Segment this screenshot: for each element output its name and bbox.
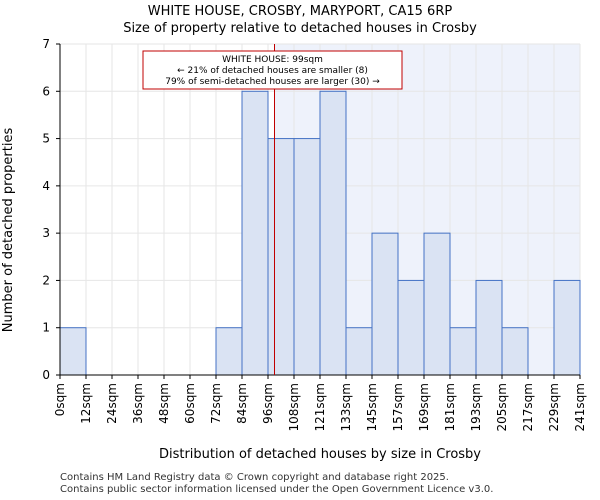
x-tick-label: 96sqm	[261, 383, 275, 424]
chart-subtitle: Size of property relative to detached ho…	[123, 21, 477, 36]
y-tick-label: 2	[42, 273, 50, 287]
x-tick-label: 84sqm	[235, 383, 249, 424]
x-tick-label: 205sqm	[495, 383, 509, 431]
histogram-bar	[319, 90, 347, 376]
x-tick-label: 24sqm	[105, 383, 119, 424]
x-tick-label: 48sqm	[157, 383, 171, 424]
y-axis-label: Number of detached properties	[1, 128, 16, 333]
histogram-bar	[397, 279, 425, 376]
histogram-bar	[449, 327, 477, 376]
histogram-bar	[475, 279, 503, 376]
histogram-bar	[553, 279, 581, 376]
footer-copyright: Contains HM Land Registry data © Crown c…	[60, 472, 449, 483]
x-tick-label: 145sqm	[365, 383, 379, 431]
annotation-smaller: ← 21% of detached houses are smaller (8)	[177, 66, 368, 76]
y-tick-label: 3	[42, 226, 50, 240]
x-tick-label: 169sqm	[417, 383, 431, 431]
x-tick-label: 217sqm	[521, 383, 535, 431]
x-tick-label: 60sqm	[183, 383, 197, 424]
y-tick-label: 5	[42, 132, 50, 146]
y-tick-label: 7	[42, 37, 50, 51]
chart-title: WHITE HOUSE, CROSBY, MARYPORT, CA15 6RP	[148, 4, 453, 19]
annotation-larger: 79% of semi-detached houses are larger (…	[165, 77, 380, 87]
x-tick-label: 193sqm	[469, 383, 483, 431]
histogram-bar	[293, 138, 321, 376]
x-tick-label: 157sqm	[391, 383, 405, 431]
histogram-bar	[423, 232, 451, 376]
annotation-title: WHITE HOUSE: 99sqm	[222, 55, 323, 65]
histogram-bar	[241, 90, 269, 376]
x-tick-label: 229sqm	[547, 383, 561, 431]
y-tick-label: 6	[42, 84, 50, 98]
x-tick-label: 108sqm	[287, 383, 301, 431]
x-tick-label: 0sqm	[53, 383, 67, 416]
x-axis-label: Distribution of detached houses by size …	[159, 447, 481, 462]
x-tick-label: 181sqm	[443, 383, 457, 431]
x-tick-label: 133sqm	[339, 383, 353, 431]
histogram-bar	[345, 327, 373, 376]
histogram-bar	[267, 138, 295, 376]
plot-area: 0 1 2 3 4 5 6 7 0sqm 12sqm 24sqm 36sqm 48sqm 60sqm 72s…	[42, 37, 587, 431]
annotation-box	[142, 50, 403, 90]
histogram-bar	[371, 232, 399, 376]
histogram-bar	[501, 327, 529, 376]
histogram-bar	[59, 327, 87, 376]
histogram-bar	[215, 327, 243, 376]
x-tick-label: 12sqm	[79, 383, 93, 424]
y-tick-label: 1	[42, 321, 50, 335]
x-tick-label: 121sqm	[313, 383, 327, 431]
y-tick-label: 4	[42, 179, 50, 193]
x-tick-label: 36sqm	[131, 383, 145, 424]
y-tick-label: 0	[42, 368, 50, 382]
footer-licence: Contains public sector information licen…	[60, 484, 494, 495]
x-tick-label: 241sqm	[573, 383, 587, 431]
x-tick-label: 72sqm	[209, 383, 223, 424]
